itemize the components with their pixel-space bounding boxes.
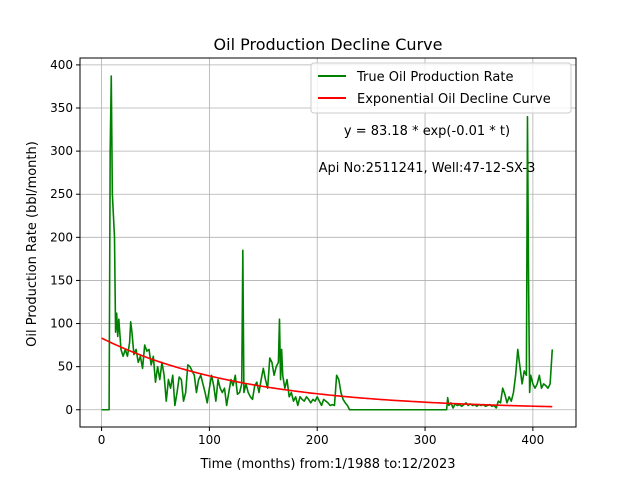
legend-box (310, 62, 572, 114)
legend-label-decline-curve: Exponential Oil Decline Curve (357, 92, 551, 107)
x-tick-label: 100 (198, 433, 221, 447)
plot-series (101, 75, 554, 411)
y-tick-label: 50 (58, 360, 73, 374)
y-tick-label: 250 (50, 187, 73, 201)
axis-ticks: 0 100 200 300 400 0 50 100 150 200 250 300 350 400 (50, 58, 544, 447)
equation-annotation: y = 83.18 * exp(-0.01 * t) (344, 124, 510, 139)
y-tick-label: 400 (50, 58, 73, 72)
y-tick-label: 200 (50, 230, 73, 244)
x-tick-label: 0 (98, 433, 106, 447)
y-tick-label: 0 (65, 403, 73, 417)
x-axis-label: Time (months) from:1/1988 to:12/2023 (199, 457, 455, 472)
y-tick-label: 350 (50, 101, 73, 115)
series-line-true-oil-production-rate (101, 75, 554, 411)
x-tick-label: 200 (306, 433, 329, 447)
well-annotation: Api No:2511241, Well:47-12-SX-3 (319, 161, 536, 176)
legend-label-true-rate: True Oil Production Rate (356, 70, 513, 85)
y-axis-label: Oil Production Rate (bbl/month) (25, 141, 40, 347)
x-tick-label: 400 (521, 433, 544, 447)
legend: True Oil Production Rate Exponential Oil… (310, 62, 572, 114)
series-line-exponential-decline-curve (101, 337, 553, 408)
y-tick-label: 300 (50, 144, 73, 158)
y-tick-label: 100 (50, 317, 73, 331)
x-tick-label: 300 (414, 433, 437, 447)
y-tick-label: 150 (50, 273, 73, 287)
chart-title: Oil Production Decline Curve (214, 35, 443, 54)
plot-frame (79, 57, 577, 428)
